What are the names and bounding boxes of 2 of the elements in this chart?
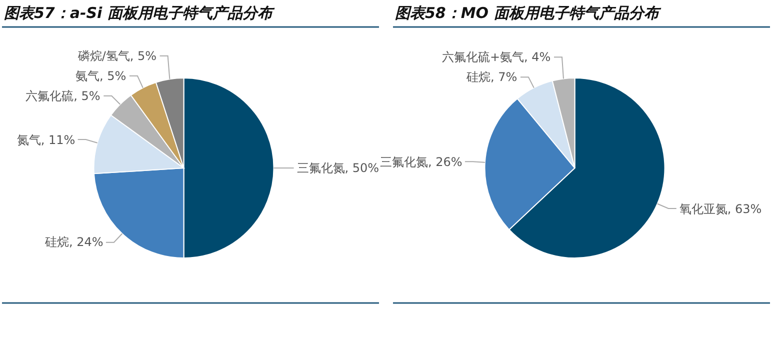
chart-title: 图表57：a-Si 面板用电子特气产品分布 [4, 4, 276, 22]
chart-title: 图表58：MO 面板用电子特气产品分布 [395, 4, 662, 22]
